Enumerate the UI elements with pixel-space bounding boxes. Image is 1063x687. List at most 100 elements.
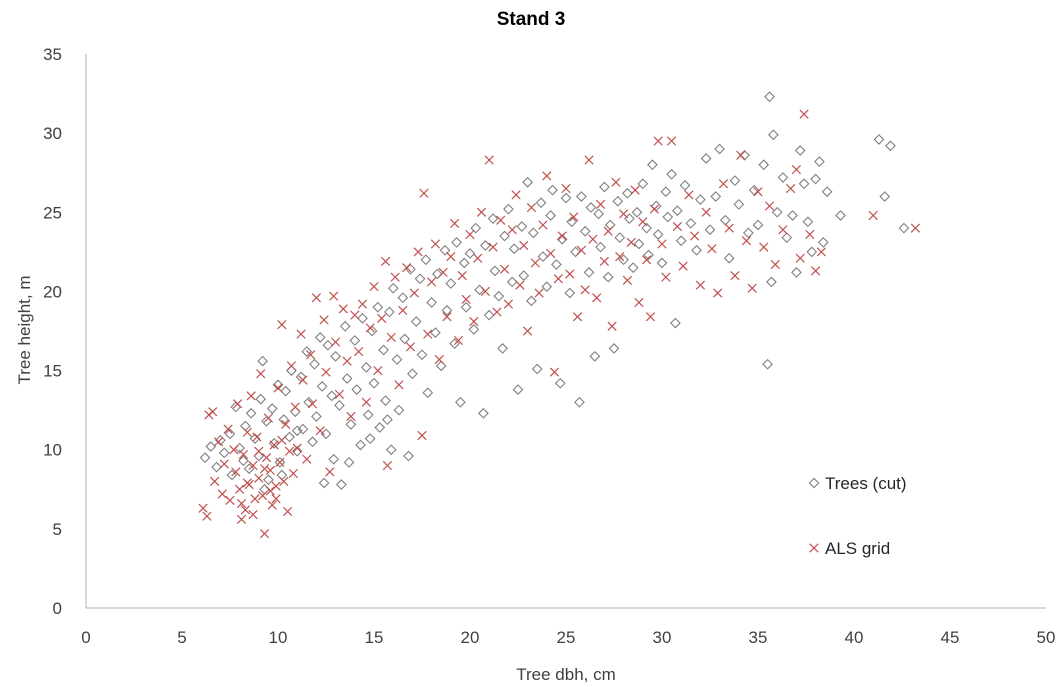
data-point-trees-cut — [362, 409, 374, 421]
data-point-trees-cut — [211, 461, 222, 473]
data-point-als-grid — [649, 204, 659, 214]
data-point-trees-cut — [345, 419, 357, 430]
data-point-als-grid — [799, 109, 809, 119]
data-point-als-grid — [630, 185, 640, 195]
data-point-trees-cut — [766, 276, 777, 288]
data-point-trees-cut — [318, 477, 330, 489]
data-point-trees-cut — [794, 145, 806, 156]
data-point-als-grid — [402, 263, 412, 273]
data-point-trees-cut — [259, 483, 270, 495]
data-point-als-grid — [240, 505, 250, 515]
data-point-als-grid — [511, 190, 521, 200]
data-point-als-grid — [522, 326, 533, 336]
data-point-trees-cut — [771, 206, 783, 218]
data-point-als-grid — [334, 389, 345, 399]
data-point-trees-cut — [385, 444, 397, 456]
data-point-als-grid — [290, 402, 300, 412]
data-point-als-grid — [561, 183, 571, 194]
data-point-als-grid — [557, 231, 567, 241]
data-point-trees-cut — [499, 230, 510, 242]
data-point-als-grid — [398, 305, 408, 316]
data-point-als-grid — [795, 253, 805, 263]
data-point-trees-cut — [460, 301, 472, 313]
data-point-als-grid — [626, 237, 636, 247]
data-point-als-grid — [338, 304, 348, 314]
data-point-als-grid — [269, 440, 279, 450]
data-point-als-grid — [261, 453, 272, 463]
data-point-als-grid — [357, 299, 368, 309]
data-point-als-grid — [457, 270, 467, 281]
data-point-trees-cut — [679, 179, 691, 191]
data-point-als-grid — [645, 312, 656, 322]
data-point-als-grid — [695, 280, 706, 290]
data-point-als-grid — [526, 202, 537, 213]
data-point-als-grid — [377, 313, 387, 323]
data-point-trees-cut — [249, 433, 261, 445]
data-point-als-grid — [231, 467, 241, 477]
data-point-als-grid — [271, 494, 281, 504]
data-point-als-grid — [661, 272, 671, 282]
data-point-trees-cut — [551, 259, 562, 270]
data-point-trees-cut — [226, 469, 238, 481]
data-point-als-grid — [219, 459, 229, 469]
data-point-als-grid — [519, 240, 529, 251]
data-point-trees-cut — [758, 159, 770, 171]
x-tick-label: 30 — [653, 628, 672, 647]
data-point-trees-cut — [781, 232, 793, 243]
data-point-als-grid — [450, 218, 460, 228]
data-point-trees-cut — [268, 438, 280, 449]
data-point-trees-cut — [405, 263, 416, 275]
data-point-trees-cut — [399, 333, 411, 345]
data-point-trees-cut — [291, 445, 303, 457]
data-point-als-grid — [298, 375, 308, 385]
data-point-trees-cut — [416, 349, 428, 361]
data-point-als-grid — [263, 413, 274, 423]
data-point-als-grid — [281, 419, 291, 430]
data-point-als-grid — [741, 236, 752, 246]
data-point-als-grid — [503, 299, 514, 309]
x-tick-label: 25 — [557, 628, 576, 647]
data-point-als-grid — [507, 225, 517, 235]
data-point-trees-cut — [255, 393, 267, 405]
data-point-trees-cut — [479, 240, 491, 251]
data-point-trees-cut — [239, 420, 251, 432]
data-point-trees-cut — [218, 447, 230, 459]
data-point-als-grid — [242, 427, 252, 437]
y-tick-label: 25 — [43, 203, 62, 222]
x-tick-label: 35 — [749, 628, 768, 647]
data-point-trees-cut — [545, 210, 557, 221]
data-point-als-grid — [542, 171, 552, 181]
data-point-als-grid — [350, 310, 360, 320]
data-point-trees-cut — [360, 362, 372, 373]
data-point-als-grid — [724, 223, 734, 233]
data-point-trees-cut — [506, 276, 518, 288]
data-point-trees-cut — [291, 425, 303, 437]
data-point-trees-cut — [798, 178, 810, 190]
data-point-als-grid — [238, 449, 249, 460]
data-point-trees-cut — [366, 325, 378, 337]
x-tick-label: 10 — [269, 628, 288, 647]
data-point-als-grid — [653, 136, 663, 146]
data-point-trees-cut — [458, 257, 470, 269]
data-point-trees-cut — [431, 268, 443, 280]
data-point-als-grid — [473, 253, 483, 263]
data-point-als-grid — [386, 332, 396, 342]
data-point-als-grid — [438, 267, 448, 278]
data-point-trees-cut — [474, 284, 485, 296]
data-point-trees-cut — [695, 194, 706, 206]
data-point-trees-cut — [426, 297, 437, 308]
data-point-trees-cut — [355, 439, 366, 451]
data-point-trees-cut — [585, 202, 597, 213]
data-point-als-grid — [569, 212, 579, 222]
data-point-trees-cut — [307, 436, 318, 448]
data-point-trees-cut — [547, 184, 558, 196]
data-point-trees-cut — [564, 287, 576, 299]
data-point-trees-cut — [583, 267, 595, 278]
data-point-als-grid — [584, 155, 594, 165]
data-point-als-grid — [678, 261, 688, 271]
data-point-als-grid — [321, 367, 331, 377]
data-point-trees-cut — [508, 243, 520, 255]
data-point-als-grid — [469, 316, 479, 327]
data-point-trees-cut — [343, 456, 355, 468]
